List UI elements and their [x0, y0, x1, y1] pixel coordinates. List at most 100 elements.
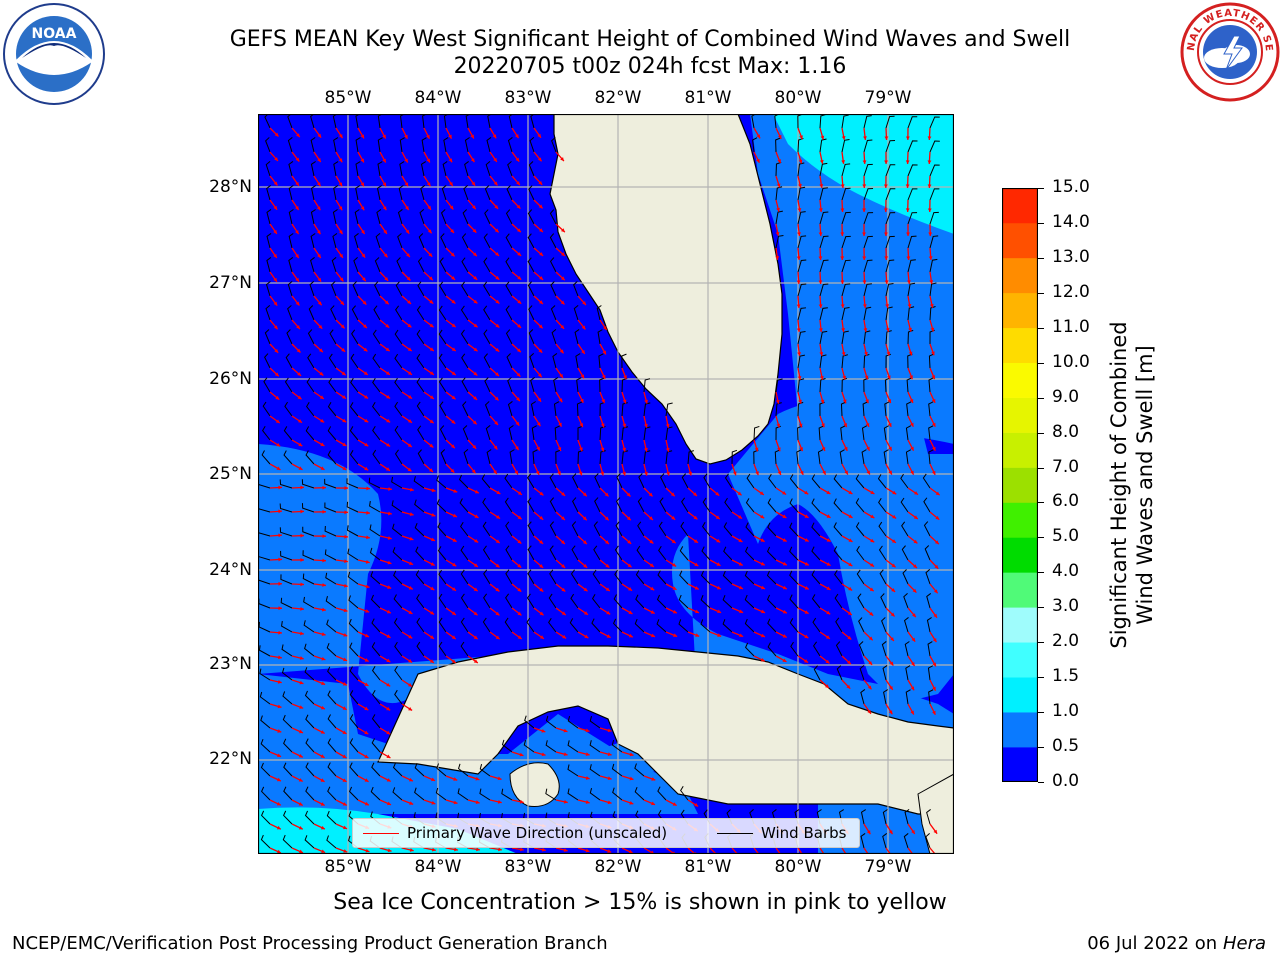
wind-barb	[903, 593, 909, 609]
wind-barb	[572, 497, 579, 513]
wave-direction-arrowhead	[364, 706, 369, 711]
wind-barb	[545, 740, 557, 753]
wind-barb	[527, 257, 535, 273]
wind-barb	[929, 211, 939, 225]
wind-barb	[397, 209, 403, 225]
noaa-logo-text: NOAA	[32, 26, 77, 42]
wind-barb	[435, 787, 447, 801]
wave-direction-arrowhead	[695, 633, 700, 637]
wind-barb	[392, 523, 403, 537]
wind-barb	[351, 305, 359, 321]
wave-direction-arrowhead	[561, 611, 566, 616]
wave-direction-arrowhead	[754, 447, 759, 452]
wave-direction-arrowhead	[495, 563, 500, 568]
land-isla-juventud	[509, 762, 560, 807]
wind-barb	[775, 161, 782, 177]
wave-direction-arrowhead	[819, 375, 824, 380]
wave-direction-arrowhead	[364, 633, 369, 638]
wind-barb	[464, 137, 470, 153]
wind-barb	[288, 233, 294, 249]
wind-barb	[929, 188, 940, 201]
wind-barb	[797, 401, 804, 417]
wind-barb	[724, 497, 733, 513]
wind-barb	[506, 353, 513, 369]
wind-barb	[860, 833, 866, 849]
wave-direction-arrowhead	[911, 829, 915, 834]
wind-barb	[589, 740, 601, 753]
wind-barb	[929, 258, 938, 273]
wind-barb	[775, 186, 783, 201]
wind-barb	[440, 449, 447, 465]
wave-direction-arrow	[907, 847, 914, 854]
wave-direction-arrowhead	[912, 588, 917, 593]
wave-direction-arrowhead	[672, 802, 677, 806]
wind-barb	[744, 618, 755, 633]
wave-direction-arrowhead	[716, 562, 721, 566]
wind-barb	[326, 619, 337, 633]
wave-direction-arrowhead	[650, 610, 655, 614]
wave-direction-arrowhead	[842, 375, 847, 380]
wind-barb	[907, 235, 917, 249]
wind-barb	[349, 666, 359, 681]
wave-direction-arrowhead	[927, 184, 932, 188]
wind-barb	[483, 593, 491, 609]
colorbar-tick-mark	[1038, 782, 1044, 783]
wave-direction-arrowhead	[341, 371, 346, 376]
colorbar-label-line1: Significant Height of Combined	[1107, 321, 1131, 649]
wave-direction-arrowhead	[517, 611, 522, 616]
wave-direction-arrowhead	[932, 446, 936, 451]
wind-barb	[766, 546, 777, 561]
footer-date-text: 06 Jul 2022 on	[1087, 933, 1218, 954]
wind-barb	[324, 549, 337, 561]
wind-barb	[394, 449, 403, 465]
wave-direction-arrowhead	[760, 633, 765, 638]
wave-direction-arrowhead	[804, 659, 809, 663]
wave-direction-arrowhead	[622, 471, 626, 476]
wind-barb	[482, 497, 491, 513]
wind-barb	[621, 426, 629, 441]
wind-barb	[841, 283, 851, 297]
colorbar-label-line2: Wind Waves and Swell [m]	[1133, 345, 1157, 625]
wind-barb	[327, 690, 337, 705]
wind-barb	[310, 257, 315, 273]
wind-barb	[393, 594, 403, 609]
wave-direction-arrowhead	[277, 680, 282, 684]
wave-direction-arrowhead	[905, 208, 910, 212]
wave-direction-arrowhead	[883, 184, 888, 188]
wind-barb	[775, 210, 783, 225]
colorbar-tick-label: 12.0	[1052, 281, 1090, 302]
wind-barb	[811, 570, 821, 585]
wind-barb	[768, 473, 777, 489]
wind-barb	[818, 425, 824, 441]
wave-direction-arrowhead	[931, 375, 936, 380]
footer-branch: NCEP/EMC/Verification Post Processing Pr…	[12, 933, 608, 954]
wind-barb	[928, 353, 935, 369]
wind-barb	[703, 473, 711, 489]
colorbar-tick-label: 8.0	[1052, 421, 1080, 442]
wave-direction-arrowhead	[818, 232, 823, 236]
wave-direction-arrowhead	[561, 540, 565, 545]
wave-direction-arrowhead	[804, 634, 809, 639]
wind-barb	[905, 425, 912, 441]
wave-direction-arrowhead	[796, 280, 801, 284]
wave-direction-arrowhead	[844, 470, 848, 475]
wave-direction-arrowhead	[819, 184, 824, 188]
wave-direction-arrowhead	[520, 847, 524, 852]
wind-barb	[351, 329, 359, 345]
wind-barb	[811, 594, 821, 609]
wind-barbs	[258, 114, 940, 849]
wave-direction-arrowhead	[451, 635, 456, 640]
wind-barb	[350, 377, 359, 393]
wave-direction-arrowhead	[841, 135, 846, 140]
wind-barb	[436, 498, 447, 513]
wave-direction-arrowhead	[607, 728, 612, 733]
wave-direction-arrowhead	[560, 276, 565, 281]
wave-direction-arrowhead	[322, 534, 326, 539]
wave-direction-arrowhead	[885, 327, 890, 332]
wave-direction-arrowhead	[273, 181, 278, 186]
wave-direction-arrowhead	[796, 304, 801, 308]
lon-label-top: 80°W	[774, 88, 822, 108]
wave-direction-arrowhead	[848, 514, 853, 518]
wind-barb	[615, 497, 623, 513]
wind-barb	[260, 834, 271, 849]
